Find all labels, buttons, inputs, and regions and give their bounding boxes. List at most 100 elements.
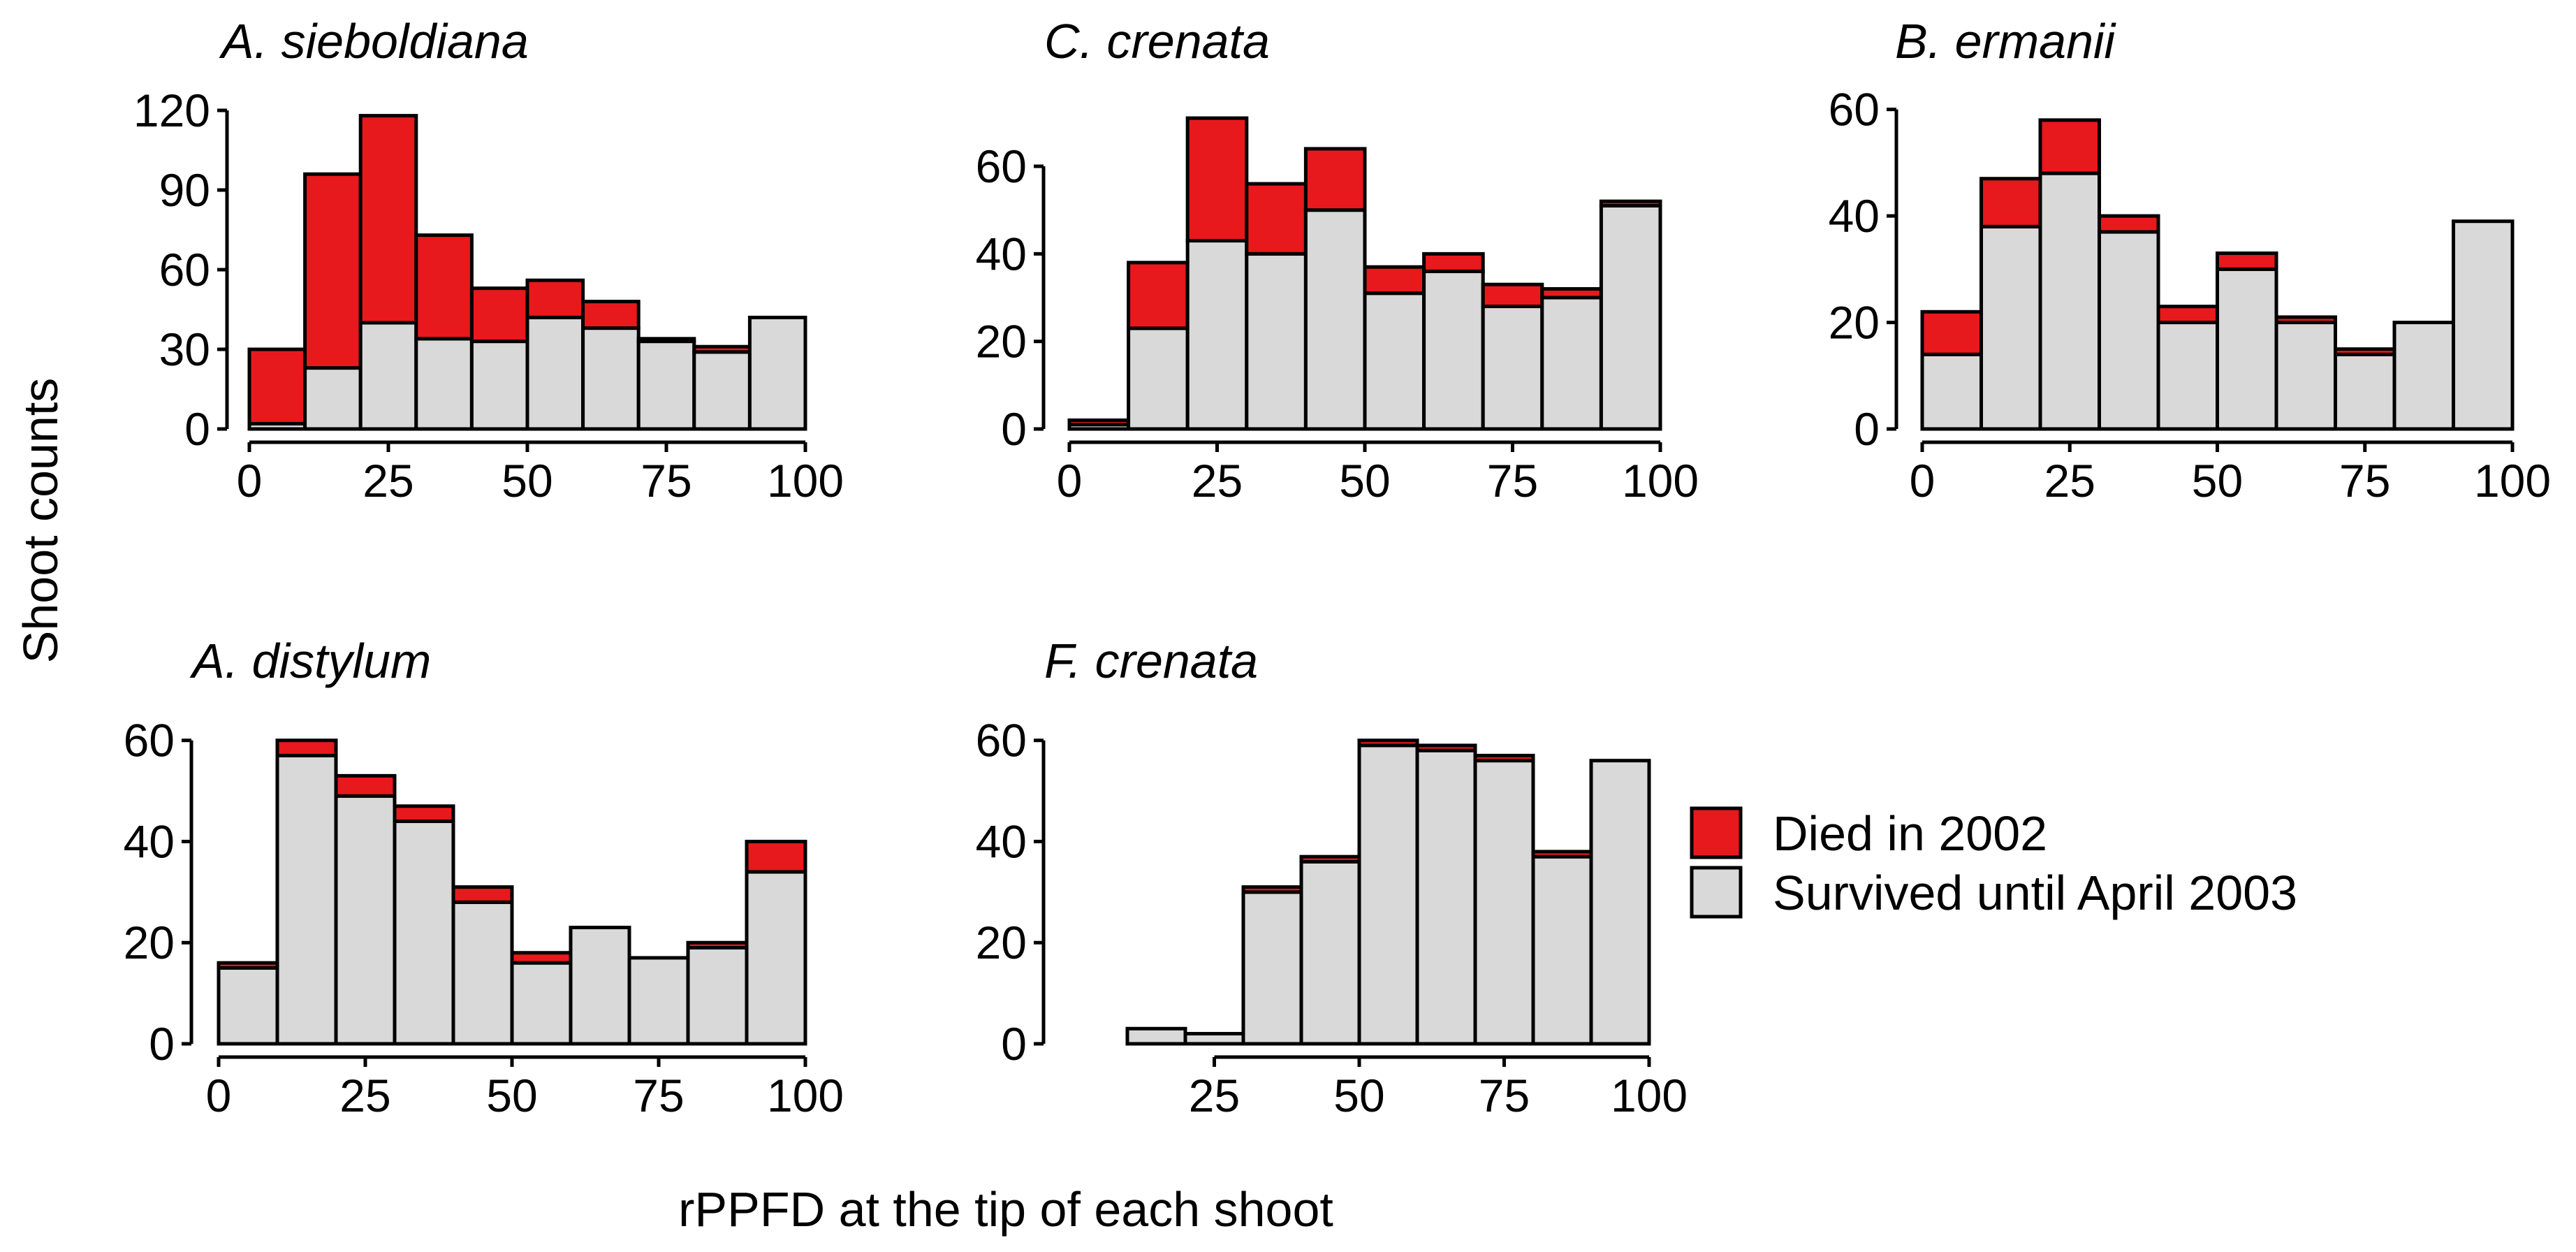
bar-survived bbox=[334, 794, 397, 1046]
bar-died bbox=[334, 773, 397, 798]
x-tick-label: 50 bbox=[2192, 455, 2243, 507]
x-tick-label: 25 bbox=[1192, 455, 1243, 507]
bar-died bbox=[1357, 738, 1419, 748]
bar-survived bbox=[1303, 208, 1367, 431]
bar-survived bbox=[393, 820, 455, 1046]
panel-a-sieboldiana: A. sieboldiana 0 30 60 90 120 0 25 50 75 100 bbox=[133, 14, 844, 507]
legend-label-died: Died in 2002 bbox=[1773, 806, 2047, 861]
bar-survived bbox=[303, 366, 363, 431]
bar-survived bbox=[414, 337, 474, 431]
bar-survived bbox=[1589, 759, 1651, 1046]
x-tick-label: 100 bbox=[767, 455, 844, 507]
bar-died bbox=[358, 114, 418, 325]
bar-died bbox=[1241, 885, 1303, 894]
bar-survived bbox=[2156, 321, 2219, 431]
y-tick-label: 20 bbox=[1829, 297, 1880, 349]
bar-died bbox=[303, 172, 363, 370]
bar-died bbox=[393, 804, 455, 824]
y-tick-label: 0 bbox=[149, 1018, 175, 1070]
legend-label-survived: Survived until April 2003 bbox=[1773, 866, 2297, 920]
bar-survived bbox=[275, 753, 338, 1046]
bar-died bbox=[414, 233, 474, 341]
y-tick-label: 120 bbox=[133, 85, 210, 136]
x-tick-label: 75 bbox=[633, 1070, 684, 1121]
x-tick-label: 100 bbox=[1622, 455, 1699, 507]
bar-died bbox=[2156, 305, 2219, 325]
bar-died bbox=[636, 337, 696, 344]
bar-survived bbox=[525, 315, 585, 431]
bar-died bbox=[2334, 347, 2396, 356]
bar-died bbox=[275, 738, 338, 757]
bar-survived bbox=[1473, 759, 1535, 1046]
bar-survived bbox=[451, 900, 514, 1046]
x-tick-label: 75 bbox=[641, 455, 691, 507]
x-tick-label: 25 bbox=[1189, 1070, 1240, 1121]
bar-died bbox=[1363, 265, 1426, 296]
bar-survived bbox=[1599, 203, 1662, 431]
bar-survived bbox=[2452, 219, 2515, 431]
bar-survived bbox=[1357, 743, 1419, 1046]
bar-survived bbox=[1183, 1032, 1245, 1046]
y-tick-label: 40 bbox=[976, 815, 1027, 867]
bar-survived bbox=[2334, 352, 2396, 431]
y-tick-label: 60 bbox=[1829, 84, 1880, 136]
x-tick-label: 0 bbox=[237, 455, 263, 507]
x-tick-label: 50 bbox=[486, 1070, 537, 1121]
panel-title: C. crenata bbox=[1044, 14, 1270, 68]
x-tick-label: 25 bbox=[2044, 455, 2095, 507]
y-tick-label: 60 bbox=[159, 244, 210, 296]
bar-died bbox=[1422, 252, 1485, 273]
bar-survived bbox=[1363, 291, 1426, 431]
bar-died bbox=[247, 347, 307, 425]
bar-survived bbox=[747, 315, 807, 431]
x-tick-label: 25 bbox=[339, 1070, 390, 1121]
bar-survived bbox=[627, 956, 690, 1046]
bar-died bbox=[217, 961, 279, 970]
bar-survived bbox=[1540, 296, 1603, 431]
y-tick-label: 0 bbox=[1001, 1018, 1027, 1070]
y-tick-label: 60 bbox=[124, 715, 175, 766]
y-tick-label: 30 bbox=[159, 323, 210, 375]
bar-died bbox=[581, 300, 641, 330]
x-tick-label: 0 bbox=[1910, 455, 1935, 507]
bar-survived bbox=[745, 870, 807, 1046]
y-tick-label: 20 bbox=[124, 917, 175, 968]
y-tick-label: 90 bbox=[159, 164, 210, 216]
x-tick-label: 75 bbox=[2339, 455, 2390, 507]
bar-survived bbox=[1125, 1026, 1187, 1046]
x-tick-label: 100 bbox=[2474, 455, 2551, 507]
y-tick-label: 40 bbox=[1829, 190, 1880, 242]
legend-swatch-survived bbox=[1690, 866, 1743, 919]
bar-survived bbox=[1531, 854, 1593, 1046]
bar-died bbox=[745, 839, 807, 874]
y-tick-label: 0 bbox=[1001, 403, 1027, 455]
x-tick-label: 0 bbox=[1057, 455, 1083, 507]
bar-survived bbox=[510, 961, 573, 1046]
bar-survived bbox=[1185, 239, 1249, 431]
x-tick-label: 75 bbox=[1479, 1070, 1530, 1121]
panel-title: B. ermanii bbox=[1895, 14, 2117, 68]
bar-survived bbox=[2098, 230, 2160, 431]
bar-died bbox=[1481, 282, 1544, 309]
bar-survived bbox=[217, 966, 279, 1046]
x-tick-label: 75 bbox=[1487, 455, 1538, 507]
bar-survived bbox=[469, 340, 529, 431]
panel-c-crenata: C. crenata 0 20 40 60 0 25 50 75 100 bbox=[976, 14, 1699, 507]
bar-died bbox=[1303, 147, 1367, 212]
bar-died bbox=[2038, 118, 2101, 175]
bar-died bbox=[2216, 251, 2278, 271]
bar-survived bbox=[692, 350, 752, 431]
bar-died bbox=[451, 885, 514, 904]
bar-died bbox=[692, 344, 752, 354]
bar-died bbox=[1979, 177, 2042, 228]
bar-died bbox=[1531, 850, 1593, 859]
bar-died bbox=[686, 940, 749, 949]
y-tick-label: 40 bbox=[976, 228, 1027, 279]
bar-died bbox=[1067, 418, 1131, 427]
y-tick-label: 20 bbox=[976, 316, 1027, 367]
x-tick-label: 25 bbox=[363, 455, 414, 507]
bar-survived bbox=[1422, 269, 1485, 431]
bar-survived bbox=[636, 340, 696, 431]
bar-survived bbox=[358, 321, 418, 431]
